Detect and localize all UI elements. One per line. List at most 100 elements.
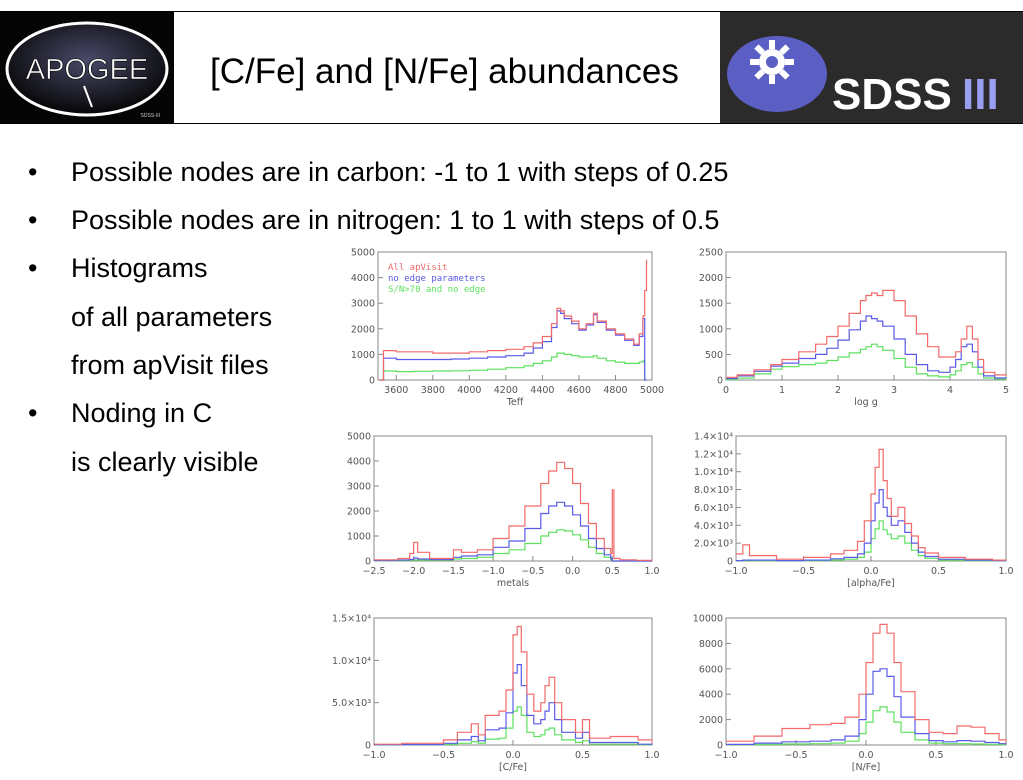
series-line-snr [726,706,1007,746]
x-tick-label: −0.5 [432,750,455,761]
x-tick-label: −2.0 [402,566,425,577]
apogee-logo-graphic: APOGEE SDSS-III [0,12,174,123]
y-tick-label: 2000 [351,324,375,335]
y-tick-label: 6.0×10³ [694,503,733,514]
histogram-c-fe: −1.0 −0.5 0.0 0.5 1.0 0 5.0×10³ 1.0×10⁴ 1.5×10⁴ [… [332,614,660,774]
histogram-teff: 3600 3800 4000 4200 4400 4600 4800 5000 0 1000 200… [351,248,664,409]
y-tick-label: 2.0×10³ [694,539,733,550]
x-axis-title: Teff [506,397,524,408]
legend-entry: All apVisit [388,263,448,273]
y-tick-label: 3000 [347,482,371,493]
x-tick-label: −1.0 [362,750,385,761]
y-tick-label: 0 [727,557,733,568]
series-line-snr [374,529,652,562]
plot-frame [377,251,653,381]
y-tick-label: 5000 [351,248,375,259]
y-tick-label: 1.5×10⁴ [332,614,371,625]
histogram-metals: −2.5 −2.0 −1.5 −1.0 −0.5 0.0 0.5 1.0 0 1000 2000 30… [347,432,660,590]
x-tick-label: 5000 [640,385,664,396]
series-line-noedge [374,501,652,562]
x-tick-label: 1.0 [998,566,1013,577]
bullet-noding-line-2: is clearly visible [71,447,259,477]
series-line-all [736,448,1007,561]
x-tick-label: 3800 [421,385,445,396]
y-tick-label: 5000 [347,432,371,443]
sdss-logo-suffix: III [962,70,999,119]
legend-entry: S/N>70 and no edge [388,285,486,295]
x-tick-label: −1.5 [442,566,465,577]
slide-header: APOGEE SDSS-III [C/Fe] and [N/Fe] abunda… [0,0,1023,125]
series-line-noedge [374,664,653,746]
plot-frame [725,251,1007,381]
series-line-snr [726,343,1007,381]
y-tick-label: 0 [717,741,723,752]
apogee-logo-small-text: SDSS-III [141,113,160,119]
x-tick-label: 5 [1003,385,1009,396]
x-tick-label: 1.0 [998,750,1013,761]
x-tick-label: 1.0 [644,750,659,761]
x-tick-label: 1 [779,385,785,396]
bullet-histograms-line-3: from apVisit files [71,350,269,380]
apogee-logo-text: APOGEE [26,54,149,86]
x-tick-label: 0 [723,385,729,396]
x-tick-label: −1.0 [724,566,747,577]
x-tick-label: 4 [947,385,953,396]
x-tick-label: 0.5 [575,750,590,761]
y-tick-label: 3000 [351,299,375,310]
x-tick-label: 2 [835,385,841,396]
sdss-logo-graphic: SDSS III [720,12,1023,123]
series-line-noedge [379,310,647,381]
x-axis-title: [alpha/Fe] [847,578,895,589]
apogee-logo: APOGEE SDSS-III [0,12,174,123]
x-tick-label: 0.0 [505,750,520,761]
y-tick-label: 4000 [347,457,371,468]
series-line-snr [374,706,653,746]
legend-entry: no edge parameters [388,274,486,284]
y-tick-label: 1.4×10⁴ [694,432,733,443]
y-tick-label: 4000 [351,273,375,284]
x-tick-label: 1.0 [644,566,659,577]
x-axis-title: [N/Fe] [852,762,881,773]
x-tick-label: −0.5 [784,750,807,761]
y-tick-label: 2000 [347,507,371,518]
y-tick-label: 8.0×10³ [694,485,733,496]
x-tick-label: 4200 [494,385,518,396]
x-axis-title: metals [497,578,529,589]
bullet-dot: • [28,398,38,428]
x-tick-label: 0.0 [565,566,580,577]
bullet-dot: • [28,253,38,283]
series-line-noedge [726,668,1007,745]
sdss-gear-icon [750,40,794,84]
y-tick-label: 0 [717,376,723,387]
y-tick-label: 2000 [699,273,723,284]
y-tick-label: 1000 [347,532,371,543]
y-tick-label: 1.0×10⁴ [694,467,733,478]
page-title: [C/Fe] and [N/Fe] abundances [210,52,679,91]
x-tick-label: 4600 [567,385,591,396]
y-tick-label: 10000 [693,614,723,625]
y-tick-label: 500 [705,350,723,361]
y-tick-label: 6000 [699,664,723,675]
series-line-snr [379,352,647,381]
bullet-noding: Noding in C [71,398,213,428]
x-tick-label: −1.0 [714,750,737,761]
y-tick-label: 1500 [699,299,723,310]
histogram-n-fe: −1.0 −0.5 0.0 0.5 1.0 0 2000 4000 6000 8000 10000 [… [693,614,1014,774]
series-line-all [726,289,1007,378]
y-tick-label: 1.0×10⁴ [332,656,371,667]
x-tick-label: 0.5 [931,566,946,577]
histogram-alpha-fe: −1.0 −0.5 0.0 0.5 1.0 0 2.0×10³ 4.0×10³ 6.0×10³ 8… [694,432,1014,590]
y-tick-label: 2500 [699,248,723,259]
x-tick-label: 4000 [457,385,481,396]
y-tick-label: 0 [365,557,371,568]
y-tick-label: 1.2×10⁴ [694,449,733,460]
bullet-histograms-line-2: of all parameters [71,302,273,332]
x-tick-label: 0.0 [858,750,873,761]
bullet-dot: • [28,157,38,187]
y-tick-label: 2000 [699,715,723,726]
x-tick-label: −2.5 [362,566,385,577]
x-tick-label: 0.0 [863,566,878,577]
x-axis-title: [C/Fe] [499,762,527,773]
series-line-noedge [726,315,1007,380]
x-tick-label: 4800 [603,385,627,396]
